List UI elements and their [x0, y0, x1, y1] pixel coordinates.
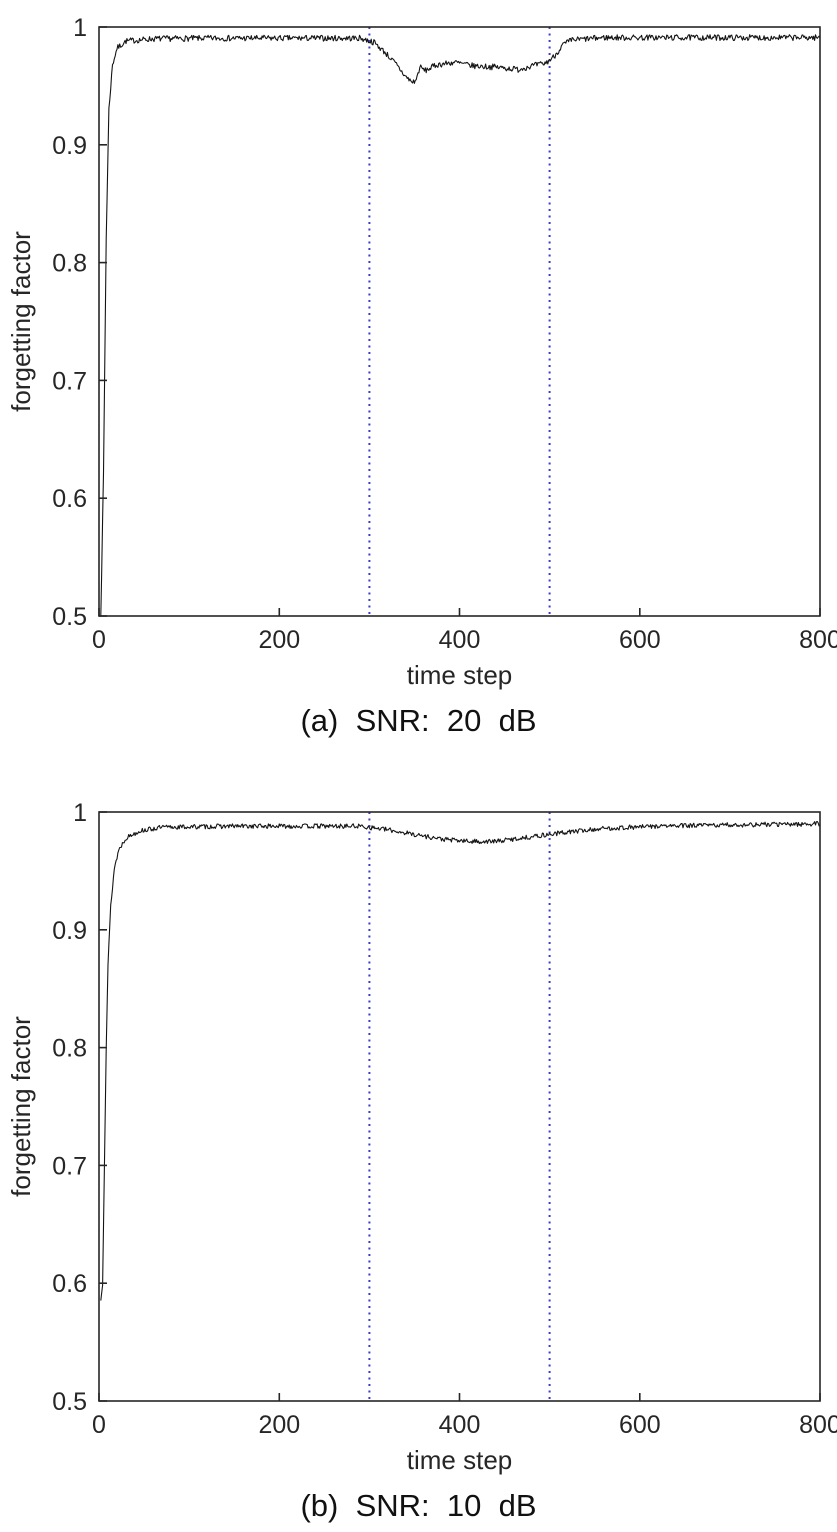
x-tick-label: 0 [92, 626, 106, 654]
y-tick-label: 0.9 [52, 917, 87, 945]
y-tick-label: 0.7 [52, 367, 87, 395]
figure-b-caption: (b) SNR: 10 dB [300, 1488, 537, 1523]
figure-b: 0 200 400 600 800 0.5 0.6 0.7 0.8 0.9 1 time step fo… [0, 785, 837, 1524]
y-tick-label: 0.7 [52, 1152, 87, 1180]
x-tick-label: 600 [619, 626, 661, 654]
axes-box [98, 811, 821, 1402]
x-tick-label: 400 [439, 626, 481, 654]
x-tick-label: 200 [258, 1411, 300, 1439]
chart-b-plot: 0 200 400 600 800 0.5 0.6 0.7 0.8 0.9 1 time step fo… [6, 799, 837, 1475]
axes-box [98, 26, 821, 617]
y-tick-label: 0.6 [52, 485, 87, 513]
x-tick-label: 0 [92, 1411, 106, 1439]
y-tick-label: 1 [73, 799, 87, 827]
y-tick-label: 0.5 [52, 603, 87, 631]
x-tick-label: 400 [439, 1411, 481, 1439]
figure-a: 0 200 400 600 800 0.5 0.6 0.7 0.8 0.9 1 time step fo… [0, 0, 837, 739]
x-axis-label: time step [407, 660, 513, 690]
series-line [100, 34, 821, 617]
y-tick-label: 0.8 [52, 250, 87, 278]
series-line [100, 820, 821, 1301]
y-axis-label: forgetting factor [6, 231, 36, 412]
y-tick-label: 1 [73, 14, 87, 42]
x-tick-label: 200 [258, 626, 300, 654]
y-tick-label: 0.5 [52, 1388, 87, 1416]
y-tick-label: 0.8 [52, 1035, 87, 1063]
x-tick-label: 600 [619, 1411, 661, 1439]
x-axis-label: time step [407, 1445, 513, 1475]
x-tick-label: 800 [799, 626, 837, 654]
chart-a-plot: 0 200 400 600 800 0.5 0.6 0.7 0.8 0.9 1 time step fo… [6, 14, 837, 690]
y-tick-label: 0.9 [52, 132, 87, 160]
y-tick-label: 0.6 [52, 1270, 87, 1298]
x-tick-label: 800 [799, 1411, 837, 1439]
y-axis-label: forgetting factor [6, 1016, 36, 1197]
figure-a-caption: (a) SNR: 20 dB [300, 703, 537, 738]
